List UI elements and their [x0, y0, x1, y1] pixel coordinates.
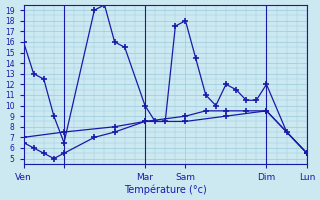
X-axis label: Température (°c): Température (°c) [124, 185, 207, 195]
